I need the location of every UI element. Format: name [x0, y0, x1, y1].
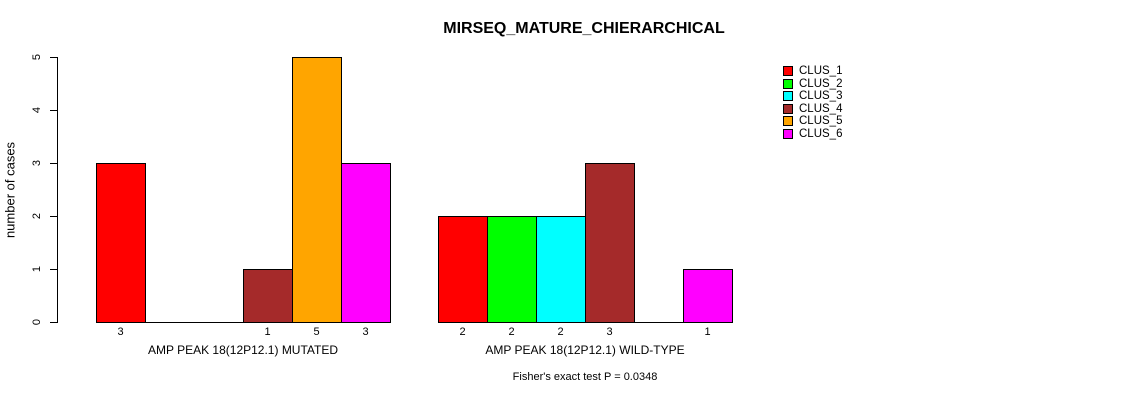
legend-item: CLUS_2 — [783, 78, 842, 91]
legend-label: CLUS_4 — [799, 102, 843, 115]
y-axis-line — [57, 57, 58, 323]
legend-item: CLUS_3 — [783, 90, 842, 103]
legend-item: CLUS_1 — [783, 65, 842, 78]
group-label: AMP PEAK 18(12P12.1) WILD-TYPE — [485, 343, 685, 357]
y-axis-tick — [50, 269, 57, 270]
bar-value-label: 3 — [117, 326, 124, 338]
legend-item: CLUS_6 — [783, 128, 842, 141]
bar-clus_1-group2 — [438, 216, 488, 323]
y-axis-tick — [50, 110, 57, 111]
y-axis-tick-label: 1 — [31, 265, 43, 273]
chart-title: MIRSEQ_MATURE_CHIERARCHICAL — [443, 20, 725, 37]
bar-value-label: 3 — [606, 326, 613, 338]
bar-clus_4-group1 — [243, 269, 293, 323]
bar-value-label: 1 — [264, 326, 271, 338]
bar-clus_2-group2 — [487, 216, 537, 323]
bar-value-label: 1 — [704, 326, 711, 338]
y-axis-tick-label: 3 — [31, 159, 43, 167]
bar-clus_6-group1 — [341, 163, 391, 323]
legend-item: CLUS_4 — [783, 103, 842, 116]
bar-value-label: 2 — [459, 326, 466, 338]
y-axis-tick-label: 0 — [31, 318, 43, 326]
annotation-text: Fisher's exact test P = 0.0348 — [512, 371, 658, 383]
y-axis-tick — [50, 322, 57, 323]
bar-clus_6-group2 — [683, 269, 733, 323]
legend-swatch-icon — [783, 116, 793, 127]
legend-item: CLUS_5 — [783, 115, 842, 128]
legend-swatch-icon — [783, 128, 793, 139]
legend-swatch-icon — [783, 78, 793, 89]
bar-clus_5-group1 — [292, 57, 342, 323]
y-axis-label: number of cases — [2, 141, 18, 239]
legend-swatch-icon — [783, 103, 793, 114]
bar-clus_1-group1 — [96, 163, 146, 323]
bar-value-label: 3 — [362, 326, 369, 338]
y-axis-tick — [50, 57, 57, 58]
zero-bar-baseline — [194, 322, 244, 323]
bar-value-label: 5 — [313, 326, 320, 338]
legend: CLUS_1 CLUS_2 CLUS_3 CLUS_4 CLUS_5 CLUS_6 — [783, 65, 842, 140]
legend-swatch-icon — [783, 91, 793, 102]
bar-value-label: 2 — [508, 326, 515, 338]
y-axis-tick-label: 5 — [31, 53, 43, 61]
legend-label: CLUS_1 — [799, 65, 843, 78]
y-axis-tick — [50, 163, 57, 164]
legend-label: CLUS_6 — [799, 127, 843, 140]
group-label: AMP PEAK 18(12P12.1) MUTATED — [147, 343, 339, 357]
legend-swatch-icon — [783, 66, 793, 77]
zero-bar-baseline — [634, 322, 684, 323]
legend-label: CLUS_5 — [799, 115, 843, 128]
bar-clus_4-group2 — [585, 163, 635, 323]
y-axis-tick — [50, 216, 57, 217]
bar-value-label: 2 — [557, 326, 564, 338]
y-axis-tick-label: 2 — [31, 212, 43, 220]
legend-label: CLUS_3 — [799, 90, 843, 103]
y-axis-tick-label: 4 — [31, 106, 43, 114]
zero-bar-baseline — [145, 322, 195, 323]
bar-clus_3-group2 — [536, 216, 586, 323]
legend-label: CLUS_2 — [799, 77, 843, 90]
